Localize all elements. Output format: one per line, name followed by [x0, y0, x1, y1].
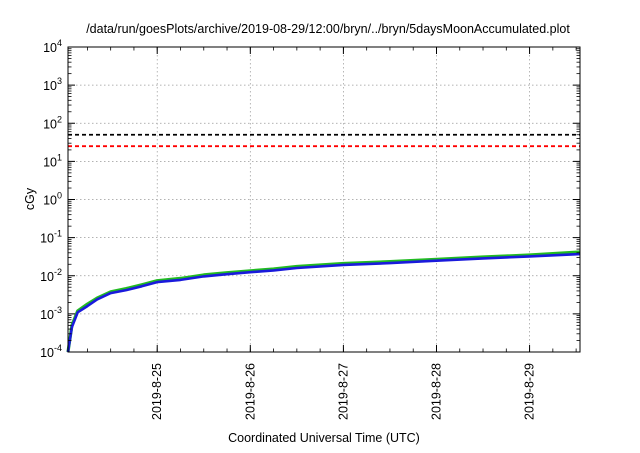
series-line [66, 250, 581, 353]
x-tick-label: 2019-8-27 [336, 363, 350, 420]
y-tick-label: 10-1 [40, 229, 62, 246]
axes: 10-4 10-3 10-2 10-1 100 101 102 103 104 2019-8-25… [40, 38, 581, 420]
series-lines [66, 250, 581, 353]
y-tick-label: 104 [43, 38, 62, 55]
grid [68, 47, 580, 352]
x-tick-label: 2019-8-28 [429, 363, 443, 420]
threshold-lines [68, 133, 580, 148]
x-tick-label: 2019-8-26 [243, 363, 257, 420]
x-tick-label: 2019-8-29 [523, 363, 537, 420]
y-tick-label: 10-2 [40, 267, 62, 284]
y-tick-label: 100 [43, 191, 62, 208]
x-axis-label: Coordinated Universal Time (UTC) [228, 431, 420, 445]
plot-border [67, 46, 581, 353]
y-axis-label: cGy [23, 187, 37, 210]
x-tick-label: 2019-8-25 [150, 363, 164, 420]
y-tick-label: 103 [43, 76, 62, 93]
y-tick-label: 102 [43, 114, 62, 131]
y-tick-label: 10-3 [40, 305, 62, 322]
y-tick-label: 101 [43, 152, 62, 169]
chart-title: /data/run/goesPlots/archive/2019-08-29/1… [86, 22, 570, 36]
y-tick-label: 10-4 [40, 343, 62, 360]
series-line [66, 252, 581, 353]
